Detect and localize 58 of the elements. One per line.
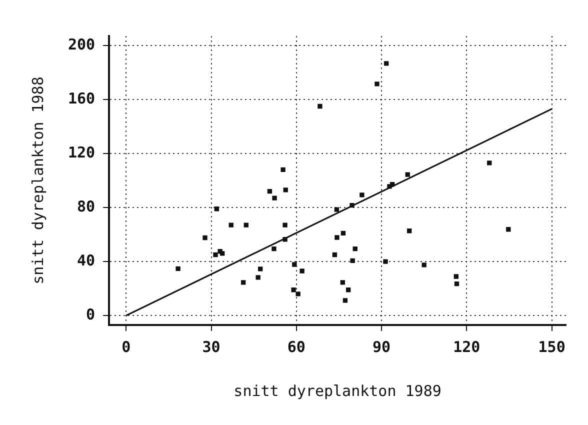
x-tick-label: 150 (538, 338, 566, 356)
point (214, 206, 219, 212)
x-tick-label: 90 (372, 338, 391, 356)
point (256, 275, 260, 280)
point (213, 252, 218, 258)
x-tick-label: 0 (122, 338, 131, 356)
x-tick-label: 60 (287, 338, 306, 356)
point (296, 292, 300, 296)
point (340, 230, 346, 236)
point (383, 259, 388, 264)
point (384, 61, 389, 66)
point (240, 280, 246, 285)
point (506, 227, 511, 232)
point (228, 222, 234, 228)
y-tick-label: 80 (77, 197, 96, 216)
y-tick-label: 160 (68, 89, 96, 108)
point (292, 262, 297, 267)
point (272, 246, 276, 252)
point (244, 222, 249, 228)
point (346, 288, 351, 292)
y-tick-label: 40 (77, 251, 96, 270)
point (280, 167, 286, 172)
point (422, 262, 426, 268)
point (272, 196, 277, 200)
point (334, 235, 340, 240)
point (258, 266, 263, 272)
point (340, 280, 345, 285)
point (454, 274, 459, 279)
point (407, 228, 412, 234)
point (352, 246, 358, 252)
x-tick-label: 30 (202, 338, 220, 356)
point (454, 281, 460, 286)
point (300, 268, 304, 274)
point (332, 252, 338, 258)
point (487, 160, 492, 166)
point (374, 82, 380, 86)
point (282, 222, 288, 228)
point (318, 104, 322, 109)
point (350, 258, 355, 264)
y-axis-title: snitt dyreplankton 1988 (28, 76, 47, 284)
point (202, 235, 208, 240)
point (267, 188, 272, 194)
point (342, 298, 348, 303)
point (405, 172, 410, 177)
y-tick-label: 0 (86, 305, 96, 324)
point (220, 251, 225, 256)
point (176, 266, 180, 272)
point (291, 288, 296, 292)
x-axis-title: snitt dyreplankton 1989 (234, 382, 442, 400)
y-tick-label: 200 (68, 35, 96, 54)
x-tick-label: 120 (453, 338, 480, 356)
point (334, 207, 340, 212)
point (350, 203, 354, 208)
point (387, 184, 392, 189)
point (360, 192, 364, 198)
point (283, 188, 288, 192)
point (282, 237, 288, 242)
y-tick-label: 120 (68, 143, 96, 162)
